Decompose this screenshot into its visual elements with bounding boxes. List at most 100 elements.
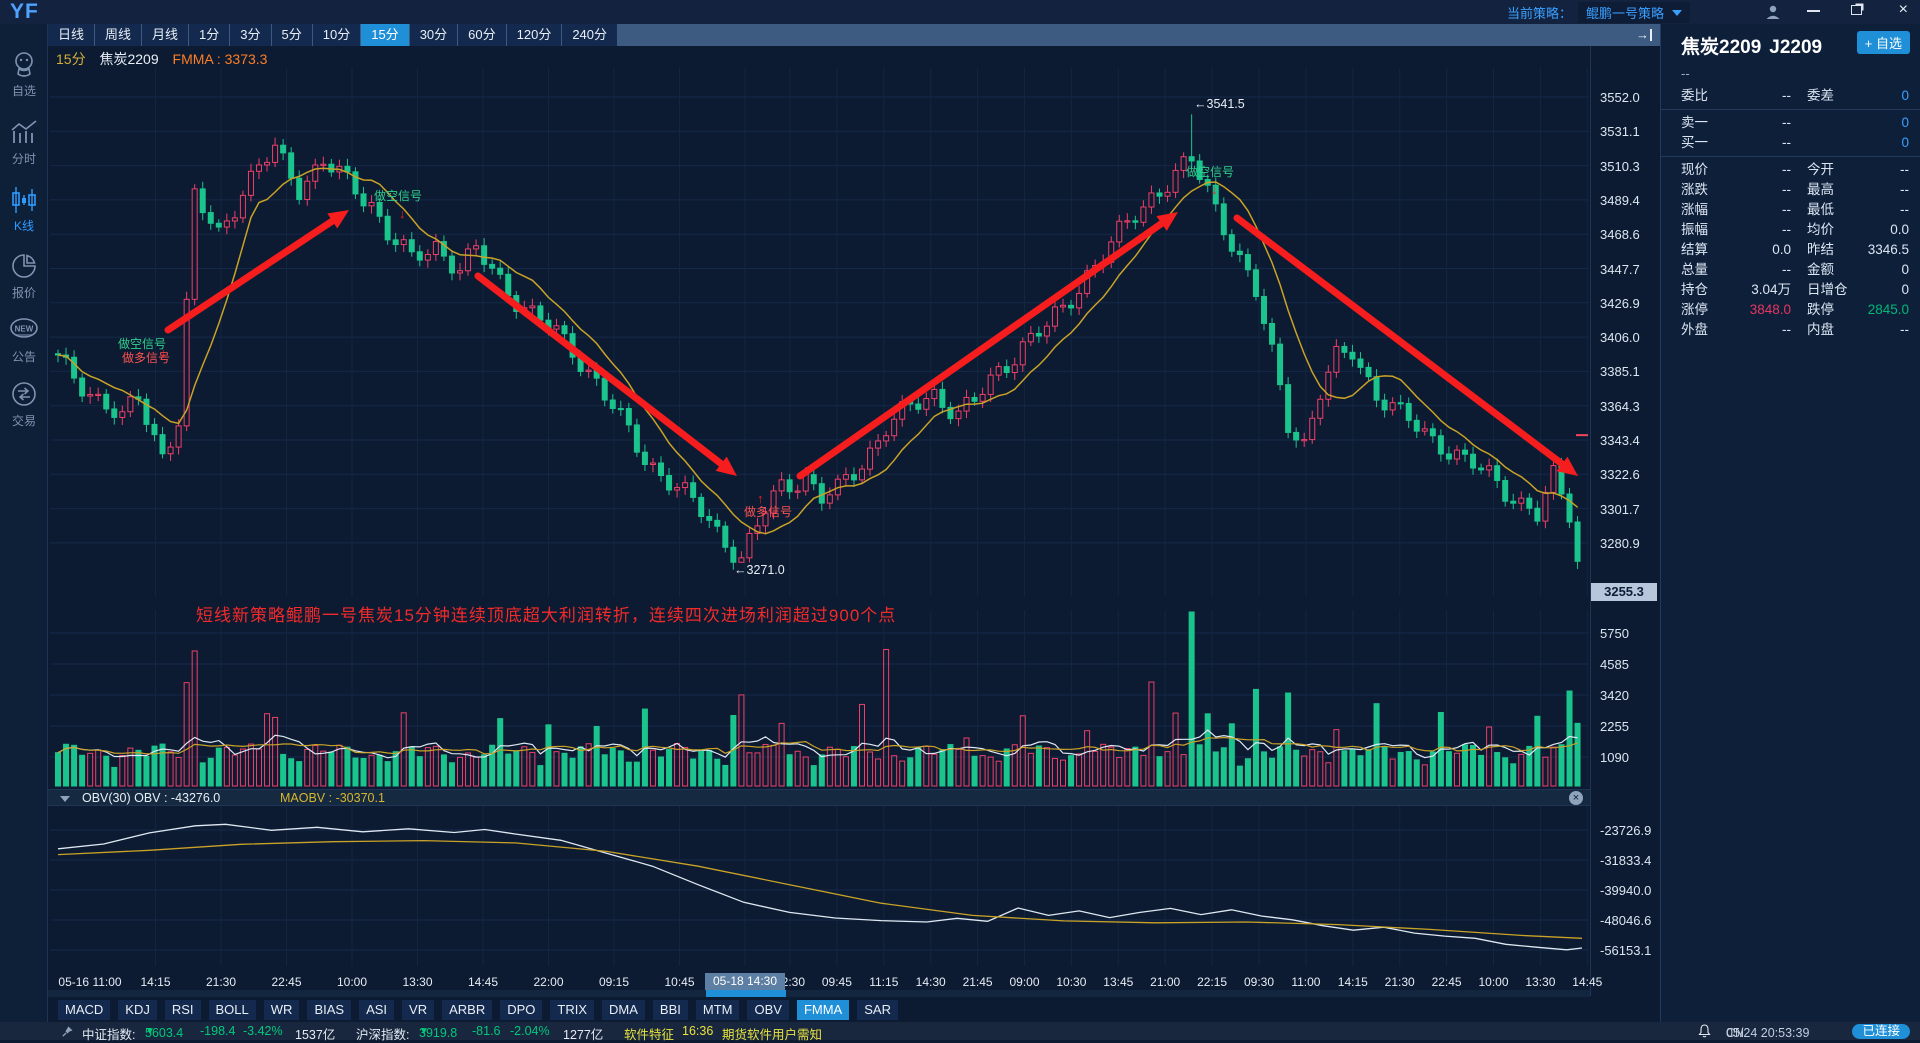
price-axis-label: 3364.3 (1600, 398, 1640, 414)
quote-label: 涨幅 (1681, 202, 1708, 217)
quote-value: -- (1782, 322, 1791, 337)
time-axis-label: 10:00 (336, 975, 368, 989)
volume-axis-label: 5750 (1600, 626, 1629, 641)
quote-empty-value: -- (1681, 66, 1690, 81)
timeframe-tab-5分[interactable]: 5分 (271, 24, 312, 46)
down-arrow-icon: ▼ (145, 1026, 155, 1037)
indicator-tab-BOLL[interactable]: BOLL (208, 1000, 256, 1020)
close-indicator-icon[interactable]: × (1569, 791, 1583, 805)
sidebar-item-label: 自选 (11, 84, 36, 98)
timeframe-tab-240分[interactable]: 240分 (562, 24, 618, 46)
sidebar-item-分时[interactable]: 分时 (0, 118, 48, 174)
signal-label: 做多信号 (122, 350, 170, 365)
signal-label: 做空信号 (374, 188, 422, 203)
quote-row: 委比 -- 委差 0 (1661, 86, 1920, 106)
down-arrow-icon: ▼ (419, 1026, 429, 1037)
notice-user-link[interactable]: 期货软件用户需知 (722, 1028, 823, 1042)
indicator-tab-WR[interactable]: WR (263, 1000, 300, 1020)
user-icon[interactable] (1764, 3, 1782, 26)
sidebar-item-报价[interactable]: 报价 (0, 252, 48, 308)
connection-status-badge: 已连接 (1852, 1024, 1910, 1039)
quote-value: 0 (1901, 135, 1909, 150)
quote-value: 3346.5 (1867, 242, 1909, 257)
chart-scrollbar-track[interactable] (48, 990, 1590, 997)
timeframe-tab-15分[interactable]: 15分 (361, 24, 409, 46)
quote-value: -- (1782, 135, 1791, 150)
quote-row: 结算 0.0 昨结 3346.5 (1661, 240, 1920, 260)
sidebar-item-label: K线 (13, 219, 34, 233)
maobv-line (57, 839, 1583, 939)
sidebar-item-自选[interactable]: 自选 (0, 50, 48, 106)
sidebar-item-label: 交易 (11, 414, 36, 428)
timeframe-tab-日线[interactable]: 日线 (48, 24, 95, 46)
quote-label: 今开 (1807, 162, 1834, 177)
time-axis-label: 22:15 (1197, 975, 1228, 989)
chevron-down-icon[interactable] (60, 796, 70, 802)
timeframe-tab-30分[interactable]: 30分 (409, 24, 458, 46)
indicator-tab-ARBR[interactable]: ARBR (442, 1000, 493, 1020)
time-axis-label: 22:00 (533, 975, 564, 989)
add-watchlist-button[interactable]: + 自选 (1856, 31, 1910, 54)
timeframe-tab-1分[interactable]: 1分 (189, 24, 230, 46)
sidebar-item-K线[interactable]: K线 (0, 185, 48, 241)
strategy-annotation-text: 短线新策略鲲鹏一号焦炭15分钟连续顶底超大利润转折，连续四次进场利润超过900个… (196, 606, 897, 625)
timeframe-tab-10分[interactable]: 10分 (312, 24, 361, 46)
indicator-tab-FMMA[interactable]: FMMA (796, 1000, 850, 1020)
timeframe-tab-周线[interactable]: 周线 (95, 24, 142, 46)
volume-axis-label: 3420 (1600, 688, 1629, 703)
quote-label: 最高 (1807, 182, 1834, 197)
timeframe-tab-120分[interactable]: 120分 (506, 24, 562, 46)
timeframe-tab-月线[interactable]: 月线 (142, 24, 189, 46)
timeframe-tab-3分[interactable]: 3分 (230, 24, 271, 46)
indicator-tab-OBV[interactable]: OBV (747, 1000, 789, 1020)
indicator-tab-TRIX[interactable]: TRIX (550, 1000, 595, 1020)
index1-label: 中证指数: (82, 1028, 136, 1042)
sidebar-item-公告[interactable]: NEW 公告 (0, 316, 48, 372)
volume-ma10-line (57, 736, 1578, 755)
price-axis-label: 3447.7 (1600, 261, 1640, 277)
strategy-selector[interactable]: 当前策略： 鲲鹏一号策略 (1507, 2, 1690, 23)
indicator-tab-MACD[interactable]: MACD (58, 1000, 111, 1020)
indicator-tab-BIAS[interactable]: BIAS (307, 1000, 352, 1020)
minimize-button[interactable] (1807, 10, 1820, 12)
time-axis-label: 09:30 (1243, 975, 1275, 989)
quote-value: 0.0 (1772, 242, 1791, 257)
timeframe-tab-60分[interactable]: 60分 (458, 24, 506, 46)
chart-scrollbar-thumb[interactable] (706, 990, 786, 997)
obv-values: OBV(30) OBV : -43276.0 (82, 791, 221, 805)
volume-series (55, 611, 1581, 787)
panel-divider (1661, 109, 1920, 110)
time-axis-label: 09:45 (821, 975, 852, 989)
notice-feature-link[interactable]: 软件特征 (624, 1028, 675, 1042)
close-button[interactable]: × (1898, 1, 1908, 18)
sidebar-item-交易[interactable]: 交易 (0, 380, 48, 436)
restore-button[interactable] (1851, 5, 1862, 15)
time-axis-label: 11:00 (1291, 975, 1321, 989)
indicator-tab-BBI[interactable]: BBI (652, 1000, 688, 1020)
collapse-panel-icon[interactable]: → (1636, 27, 1652, 42)
volume-axis-label: 1090 (1600, 750, 1629, 765)
obv-axis-label: -48046.6 (1600, 913, 1652, 928)
sidebar-item-label: 报价 (11, 286, 36, 300)
indicator-tab-DMA[interactable]: DMA (602, 1000, 645, 1020)
indicator-tab-ASI[interactable]: ASI (359, 1000, 395, 1020)
price-axis-label: 3468.6 (1600, 227, 1640, 243)
indicator-tab-VR[interactable]: VR (402, 1000, 435, 1020)
pin-icon[interactable] (62, 1026, 73, 1040)
quote-value: -- (1782, 115, 1791, 130)
indicator-tab-RSI[interactable]: RSI (164, 1000, 201, 1020)
chart-symbol: 焦炭2209 (99, 51, 159, 67)
quote-label: 均价 (1807, 222, 1834, 237)
notice-time: 16:36 (682, 1024, 714, 1038)
volume-axis-label: 4585 (1600, 657, 1629, 672)
indicator-tab-DPO[interactable]: DPO (500, 1000, 543, 1020)
time-axis-label: 21:45 (962, 975, 993, 989)
quote-value: 2845.0 (1867, 302, 1909, 317)
quote-label: 委差 (1807, 88, 1834, 103)
indicator-tab-KDJ[interactable]: KDJ (118, 1000, 157, 1020)
bell-icon[interactable] (1698, 1024, 1711, 1041)
indicator-tab-MTM[interactable]: MTM (695, 1000, 740, 1020)
indicator-tab-SAR[interactable]: SAR (857, 1000, 898, 1020)
price-axis-label: 3301.7 (1600, 501, 1640, 517)
